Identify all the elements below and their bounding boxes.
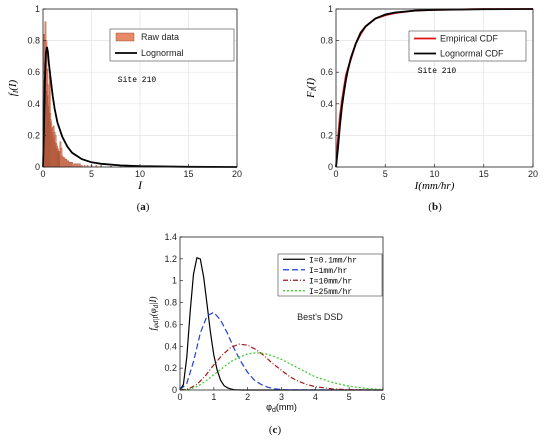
chart-panel-0: 0 5 10 15 20 0 0.2 0.4 0.6 0.8 1 IfI(I) Site 210 Raw … [7,4,242,213]
y-tick-label: 1 [172,276,177,286]
x-tick-label: 6 [380,392,385,402]
y-tick-label: 0.4 [320,99,333,109]
histogram-bar [77,163,79,168]
y-tick-label: 1.4 [164,232,177,242]
legend-label: Lognormal [141,48,184,58]
series-line-1 [42,46,238,168]
y-tick-label: 0.6 [320,67,333,77]
y-tick-label: 0.2 [320,130,333,140]
x-axis-label: I(mm/hr) [414,180,455,192]
x-tick-label: 10 [429,169,439,179]
histogram-bar [79,163,81,168]
legend-label: I=0.1mm/hr [309,256,357,265]
series-line-0 [179,257,383,391]
x-tick-label: 20 [528,169,538,179]
y-tick-label: 0 [328,162,333,172]
panel-caption: (a) [137,201,150,213]
x-tick-label: 3 [279,392,284,402]
y-tick-label: 0.4 [164,341,177,351]
y-tick-label: 0.2 [164,363,177,373]
x-tick-label: 0 [177,392,182,402]
histogram-bar [73,163,75,168]
y-axis-label: fI(I) [7,79,20,96]
x-tick-label: 10 [135,169,145,179]
x-tick-label: 1 [211,392,216,402]
legend-box [277,253,383,297]
y-axis-label: fφd|I(φd|I) [148,296,160,330]
x-tick-label: 0 [40,169,45,179]
x-tick-label: 5 [347,392,352,402]
x-axis-label: I [137,178,143,192]
x-tick-label: 0 [333,169,338,179]
y-tick-label: 1 [35,4,40,14]
x-tick-label: 20 [232,169,242,179]
y-tick-label: 1.2 [164,254,177,264]
series-line-1 [335,8,534,168]
legend-label: Lognormal CDF [440,49,504,59]
y-axis-label: FI(I) [305,78,318,99]
series-line-2 [179,343,384,391]
series-line-1 [179,311,384,391]
panel-caption: (c) [269,424,282,436]
histogram-bar [75,163,77,168]
y-tick-label: 0.8 [27,36,40,46]
y-tick-label: 0 [172,385,177,395]
y-tick-label: 0.6 [27,67,40,77]
x-tick-label: 2 [245,392,250,402]
x-tick-label: 15 [479,169,489,179]
x-tick-label: 4 [313,392,318,402]
legend-label: Raw data [141,32,179,42]
y-tick-label: 0.2 [27,130,40,140]
legend-label: Empirical CDF [440,34,499,44]
chart-panel-2: 0 1 2 3 4 5 6 0 0.2 0.4 0.6 0.8 1 1.2 1.4 φd(mm) fφd|I(φ… [148,232,386,436]
chart-panel-1: 0 5 10 15 20 0 0.2 0.4 0.6 0.8 1 I(mm/hr) FI(I) Site … [305,4,538,213]
chart-annotation: Site 210 [418,67,457,76]
y-tick-label: 0.8 [164,298,177,308]
legend-label: I=1mm/hr [309,267,348,276]
panel-caption: (b) [428,201,442,213]
x-tick-label: 5 [89,169,94,179]
y-tick-label: 0.8 [320,36,333,46]
legend-box [408,30,527,62]
x-axis-label: φd(mm) [266,402,297,414]
chart-annotation: Best's DSD [297,312,343,322]
y-tick-label: 1 [328,4,333,14]
y-tick-label: 0 [35,162,40,172]
legend-label: I=10mm/hr [309,277,352,286]
legend-swatch [115,32,135,42]
x-tick-label: 15 [183,169,193,179]
chart-annotation: Site 210 [118,76,157,85]
x-tick-label: 5 [383,169,388,179]
histogram-bar [71,162,73,168]
y-tick-label: 0.4 [27,99,40,109]
y-tick-label: 0.6 [164,319,177,329]
legend-label: I=25mm/hr [309,288,352,297]
